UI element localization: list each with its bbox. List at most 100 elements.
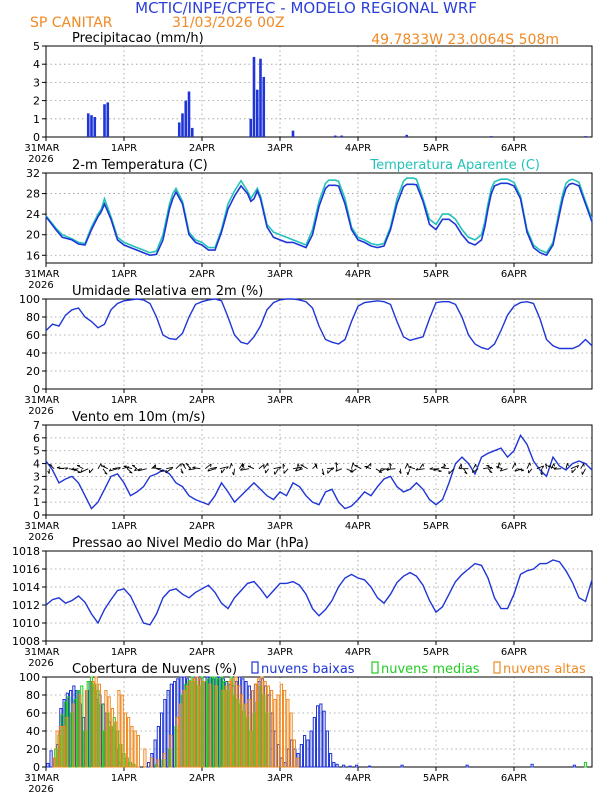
x-tick-label: 2APR <box>189 647 215 658</box>
x-year-label: 2026 <box>28 406 53 417</box>
wind-barb <box>571 468 577 474</box>
low-cloud-bar <box>325 730 329 768</box>
wind-barb <box>240 468 250 471</box>
wind-barb-head <box>406 471 409 475</box>
wind-barb-head <box>335 468 338 472</box>
wind-barb-head <box>241 462 245 466</box>
x-tick-label: 3APR <box>267 521 293 532</box>
high-cloud-bar <box>149 757 154 768</box>
wind-barb-head <box>282 463 286 467</box>
high-cloud-bar <box>237 685 241 768</box>
wind-barb <box>351 462 354 469</box>
precip-bar <box>184 100 188 137</box>
precip-bar <box>187 91 191 137</box>
low-cloud-bar <box>465 764 469 768</box>
wind-barb-head <box>440 466 445 469</box>
wind-barb <box>165 468 172 474</box>
wind-barb-head <box>188 467 192 471</box>
high-cloud-bar <box>253 683 258 768</box>
low-cloud-bar <box>342 764 346 768</box>
x-tick-label: 4APR <box>345 521 371 532</box>
wind-barb-head <box>314 463 318 466</box>
wind-barb <box>151 464 156 470</box>
wind-barb <box>263 462 269 469</box>
high-cloud-bar <box>127 717 131 768</box>
x-tick-label: 5APR <box>423 395 449 406</box>
y-tick-label: 60 <box>26 329 40 342</box>
wind-barb-head <box>398 470 402 474</box>
x-year-label: 2026 <box>28 280 53 291</box>
wind-barb <box>295 468 303 472</box>
wind-barb-head <box>386 467 390 470</box>
x-year-label: 2026 <box>28 784 53 792</box>
precip-bar <box>489 136 493 137</box>
legend-swatch <box>251 661 259 674</box>
wind-barb-head <box>566 463 569 467</box>
low-cloud-bar <box>572 764 576 768</box>
wind-barb-head <box>540 472 543 476</box>
high-cloud-bar <box>231 678 235 768</box>
y-tick-label: 32 <box>26 167 40 180</box>
high-cloud-bar <box>195 676 199 768</box>
high-cloud-bar <box>283 690 287 768</box>
wind-barb-head <box>180 471 184 474</box>
precip-bar <box>177 122 181 137</box>
wind-barb <box>71 468 79 471</box>
wind-barb <box>300 464 308 470</box>
legend-label: nuvens baixas <box>261 662 355 677</box>
x-tick-label: 5APR <box>423 521 449 532</box>
wind-barb-head <box>65 467 69 471</box>
legend-swatch <box>371 661 379 674</box>
wind-barb <box>386 468 396 471</box>
low-cloud-bar <box>332 762 336 768</box>
x-tick-label: 6APR <box>501 395 527 406</box>
wind-barb <box>536 465 544 470</box>
high-cloud-bar <box>198 678 202 768</box>
wind-barb <box>511 462 516 469</box>
wind-barb <box>327 468 333 474</box>
temperature-line <box>45 182 593 257</box>
wind-barb-head <box>351 469 353 473</box>
wind-barb <box>550 463 555 469</box>
high-cloud-bar <box>179 703 183 768</box>
y-tick-label: 5 <box>33 40 40 53</box>
wind-barb-head <box>321 472 325 476</box>
wind-barb <box>365 463 372 470</box>
y-tick-label: 20 <box>26 743 40 756</box>
low-cloud-bar <box>322 710 326 768</box>
low-cloud-bar <box>49 750 53 768</box>
x-tick-label: 2APR <box>189 143 215 154</box>
wind-barb <box>389 463 391 469</box>
wind-barb-head <box>443 463 447 467</box>
wind-barb-head <box>108 468 112 472</box>
precip-bar <box>181 113 184 137</box>
low-cloud-bar <box>147 762 151 768</box>
high-cloud-bar <box>182 690 186 768</box>
wind-barb-head <box>378 471 382 473</box>
panel-title: Umidade Relativa em 2m (%) <box>72 284 263 299</box>
wind-barb <box>156 468 164 472</box>
wind-barb <box>233 468 235 476</box>
high-cloud-bar <box>227 681 232 768</box>
x-tick-label: 4APR <box>345 647 371 658</box>
wind-barb-head <box>165 469 167 473</box>
legend-label: nuvens medias <box>381 662 480 677</box>
x-tick-label: 5APR <box>423 647 449 658</box>
x-tick-label: 5APR <box>423 269 449 280</box>
low-cloud-bar <box>46 762 50 768</box>
wind-barb-head <box>335 462 339 466</box>
high-cloud-bar <box>130 726 134 768</box>
high-cloud-bar <box>263 681 267 768</box>
low-cloud-bar <box>355 764 359 768</box>
wind-barb <box>379 468 386 472</box>
high-cloud-bar <box>107 696 111 768</box>
high-cloud-bar <box>221 690 225 768</box>
wind-barb-head <box>80 469 83 473</box>
y-tick-label: 6 <box>33 432 40 445</box>
wind-barb-head <box>553 467 557 470</box>
wind-barb <box>541 468 543 476</box>
x-tick-label: 5APR <box>423 143 449 154</box>
wind-barb-head <box>297 463 300 467</box>
wind-barb <box>408 466 415 470</box>
